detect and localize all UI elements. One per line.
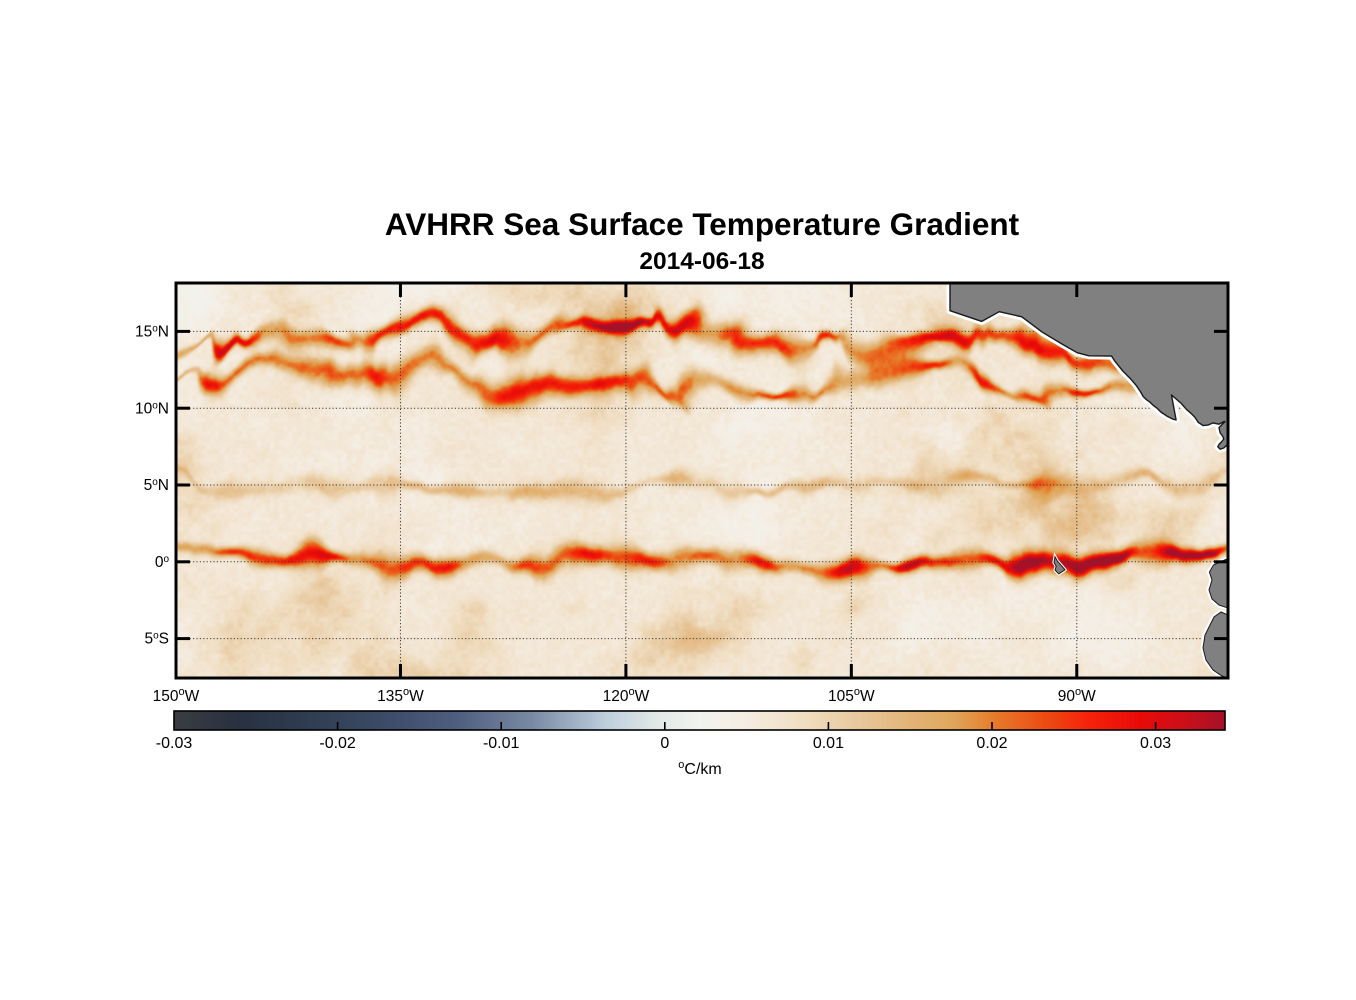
svg-text:15oN: 15oN (135, 323, 169, 341)
svg-text:0: 0 (660, 735, 669, 752)
svg-text:5oS: 5oS (144, 630, 169, 648)
svg-text:150oW: 150oW (153, 686, 200, 705)
svg-text:5oN: 5oN (144, 477, 169, 495)
svg-text:-0.01: -0.01 (483, 735, 520, 752)
svg-text:-0.02: -0.02 (319, 735, 356, 752)
svg-text:0.03: 0.03 (1140, 735, 1171, 752)
svg-text:0.01: 0.01 (813, 735, 844, 752)
svg-text:0.02: 0.02 (976, 735, 1007, 752)
svg-text:oC/km: oC/km (678, 759, 721, 778)
svg-text:-0.03: -0.03 (156, 735, 193, 752)
svg-text:0o: 0o (155, 553, 170, 571)
svg-text:10oN: 10oN (135, 400, 169, 418)
svg-text:90oW: 90oW (1058, 686, 1096, 705)
svg-text:120oW: 120oW (603, 686, 650, 705)
svg-text:105oW: 105oW (828, 686, 875, 705)
svg-text:135oW: 135oW (377, 686, 424, 705)
